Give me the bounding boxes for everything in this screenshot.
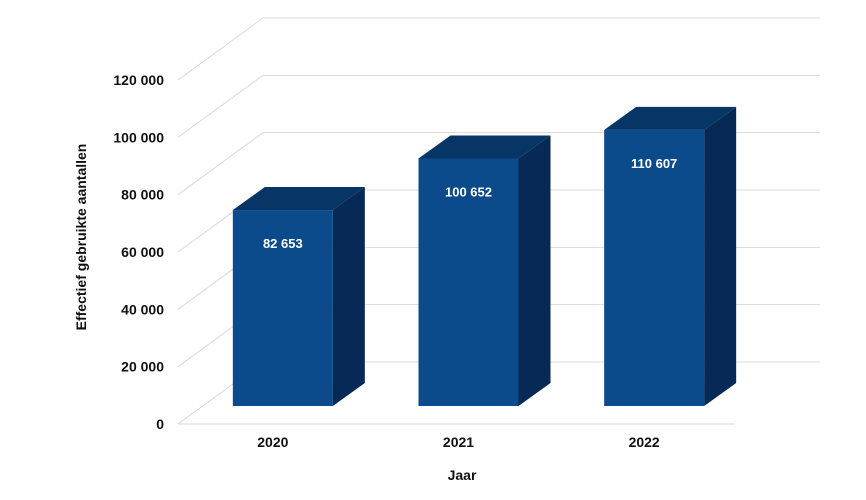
bar: [232, 210, 333, 406]
x-tick-label: 2021: [443, 434, 474, 450]
bar-top: [604, 106, 737, 130]
y-tick-label: 80 000: [121, 187, 164, 203]
data-label: 82 653: [263, 236, 303, 251]
gridline: [177, 17, 820, 81]
y-tick-label: 20 000: [121, 359, 164, 375]
y-tick-label: 100 000: [113, 129, 164, 145]
bar-group: 110 607: [604, 106, 737, 406]
bar-top: [418, 135, 551, 159]
bar-group: 100 652: [418, 135, 551, 406]
x-axis-title: Jaar: [448, 467, 477, 483]
bar-group: 82 653: [232, 187, 365, 406]
y-tick-label: 120 000: [113, 72, 164, 88]
bar-side: [518, 135, 551, 406]
x-tick-label: 2020: [257, 434, 288, 450]
y-tick-label: 60 000: [121, 244, 164, 260]
y-axis-title: Effectief gebruikte aantallen: [73, 144, 89, 331]
y-tick-labels: 0 20 000 40 000 60 000 80 000 100 000 120 000: [113, 72, 164, 432]
bar: [418, 158, 519, 406]
y-tick-label: 40 000: [121, 301, 164, 317]
data-label: 100 652: [445, 184, 492, 199]
bar: [604, 129, 705, 406]
gridline: [177, 74, 820, 138]
data-label: 110 607: [631, 156, 677, 171]
bar-top: [232, 187, 365, 211]
bar-side: [332, 187, 365, 406]
y-tick-label: 0: [156, 416, 164, 432]
x-tick-label: 2022: [629, 434, 660, 450]
bar-side: [704, 106, 737, 406]
bars: 82 653 100 652 110 607: [232, 106, 737, 406]
x-tick-labels: 2020 2021 2022: [257, 434, 660, 450]
